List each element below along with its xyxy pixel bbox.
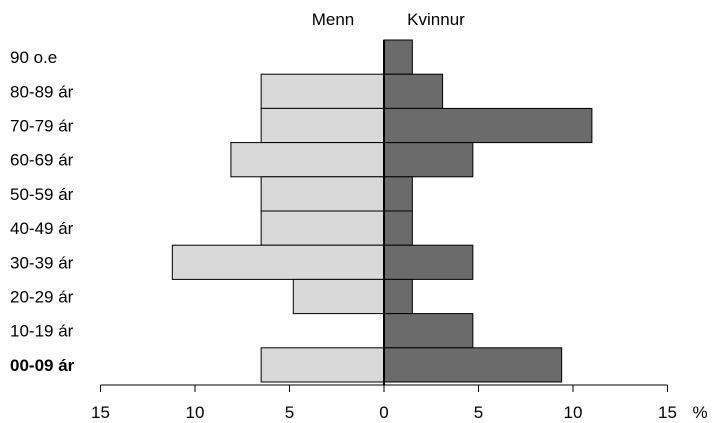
bars-menn — [171, 73, 385, 383]
x-tick-label: 10 — [564, 403, 583, 422]
bar-kvinnur — [383, 347, 563, 383]
x-tick-label: 15 — [91, 403, 110, 422]
bar-kvinnur — [383, 176, 413, 212]
bar-menn — [260, 107, 385, 144]
bar-kvinnur — [383, 142, 474, 178]
x-tick-label: 5 — [285, 403, 294, 422]
x-tick-label: 5 — [474, 403, 483, 422]
bar-menn — [171, 244, 385, 280]
category-label: 00-09 ár — [10, 356, 75, 375]
x-tick-label: 10 — [186, 403, 205, 422]
bar-kvinnur — [383, 73, 444, 109]
bar-menn — [230, 142, 385, 178]
bar-kvinnur — [383, 313, 474, 349]
bar-menn — [260, 347, 385, 383]
category-label: 20-29 ár — [10, 288, 74, 307]
category-label: 90 o.e — [10, 48, 57, 67]
bars-kvinnur — [383, 39, 593, 383]
bar-kvinnur — [383, 278, 413, 315]
x-ticks: 15 10 5 0 5 10 15 — [91, 385, 677, 422]
category-label: 30-39 ár — [10, 253, 74, 272]
bar-menn — [260, 210, 385, 246]
x-unit-label: % — [692, 403, 707, 422]
axes — [100, 40, 668, 386]
category-label: 40-49 ár — [10, 219, 74, 238]
category-label: 70-79 ár — [10, 117, 74, 136]
legend-kvinnur: Kvinnur — [407, 10, 465, 29]
x-tick-label: 15 — [658, 403, 677, 422]
category-label: 60-69 ár — [10, 151, 74, 170]
category-label: 80-89 ár — [10, 82, 74, 101]
bar-menn — [260, 73, 385, 109]
bar-menn — [260, 176, 385, 212]
x-tick-label: 0 — [379, 403, 388, 422]
bar-menn — [292, 278, 385, 315]
category-label: 50-59 ár — [10, 185, 74, 204]
bar-kvinnur — [383, 244, 474, 280]
legend-menn: Menn — [312, 10, 355, 29]
category-label: 10-19 ár — [10, 322, 74, 341]
bar-kvinnur — [383, 210, 413, 246]
bar-kvinnur — [383, 107, 593, 144]
category-labels: 90 o.e 80-89 ár 70-79 ár 60-69 ár 50-59 ár 40… — [10, 48, 75, 375]
bar-kvinnur — [383, 39, 413, 75]
